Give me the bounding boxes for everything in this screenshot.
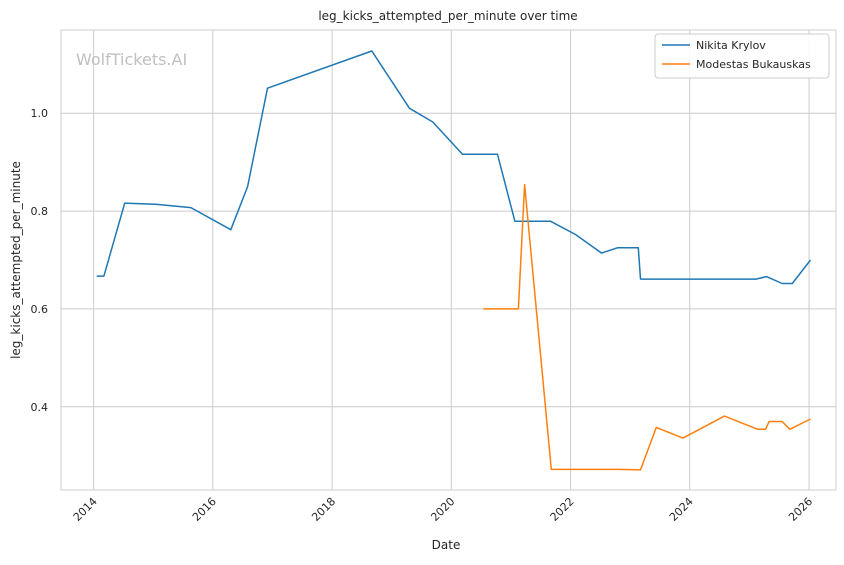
series-lines [96,50,812,471]
y-tick-label: 0.4 [31,401,49,414]
legend-label: Modestas Bukauskas [696,58,811,71]
plot-frame [60,29,837,491]
y-tick-label: 0.8 [31,205,49,218]
series-line-nikita-krylov [96,50,812,285]
y-tick-label: 1.0 [31,107,49,120]
legend-box [654,33,830,79]
y-tick-label: 0.6 [31,303,49,316]
legend-label: Nikita Krylov [696,39,766,52]
x-axis-label: Date [432,538,461,552]
series-line-modestas-bukauskas [483,183,811,471]
watermark: WolfTickets.AI [76,50,187,69]
y-axis-label: leg_kicks_attempted_per_minute [9,161,23,359]
chart-title: leg_kicks_attempted_per_minute over time [318,9,577,23]
grid [61,30,836,490]
legend: Nikita Krylov Modestas Bukauskas [654,33,830,79]
